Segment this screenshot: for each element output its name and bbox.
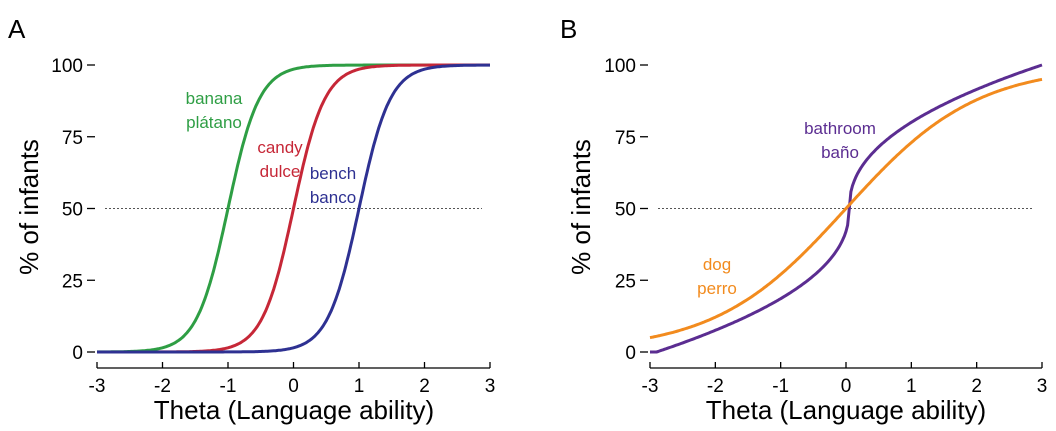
- y-axis-title: % of infants: [14, 139, 44, 275]
- x-tick-label: -3: [89, 376, 106, 397]
- series-label-bench: bench: [310, 164, 356, 183]
- x-axis-title: Theta (Language ability): [706, 395, 986, 425]
- y-tick-label: 50: [62, 200, 83, 221]
- x-axis-title: Theta (Language ability): [154, 395, 434, 425]
- y-tick-label: 75: [62, 128, 83, 149]
- panel-b: B % of infants Theta (Language ability) …: [560, 14, 1047, 425]
- y-tick-label: 50: [615, 200, 636, 221]
- series-line-candy: [97, 63, 490, 354]
- y-tick-label: 0: [625, 343, 636, 364]
- y-tick-label: 0: [72, 343, 83, 364]
- x-tick-label: -3: [642, 376, 659, 397]
- x-tick-label: -1: [220, 376, 237, 397]
- x-tick-label: 1: [354, 376, 365, 397]
- x-tick-label: -1: [772, 376, 789, 397]
- x-tick-label: 3: [485, 376, 496, 397]
- y-axis-title: % of infants: [566, 139, 596, 275]
- series-label-dog: dog: [703, 255, 731, 274]
- series-line-bathroom: [650, 63, 1043, 354]
- x-tick-label: 2: [419, 376, 430, 397]
- series-label-bathroom: baño: [821, 143, 859, 162]
- y-tick-label: 75: [615, 128, 636, 149]
- series-label-bathroom: bathroom: [804, 119, 876, 138]
- series-label-banana: banana: [186, 89, 243, 108]
- x-tick-label: 2: [971, 376, 982, 397]
- x-tick-label: -2: [707, 376, 724, 397]
- panel-letter: B: [560, 14, 577, 44]
- x-tick-label: 0: [841, 376, 852, 397]
- x-tick-label: 3: [1037, 376, 1048, 397]
- series-label-candy: candy: [257, 138, 303, 157]
- series-line-dog: [649, 77, 1043, 340]
- series-label-dog: perro: [697, 279, 737, 298]
- y-tick-label: 25: [615, 271, 636, 292]
- panel-a: A % of infants Theta (Language ability) …: [8, 14, 495, 425]
- y-tick-label: 100: [604, 56, 636, 77]
- series-label-banana: plátano: [186, 113, 242, 132]
- series-line-bench: [97, 63, 490, 354]
- series-label-bench: banco: [310, 188, 356, 207]
- y-tick-label: 100: [51, 56, 83, 77]
- x-tick-label: 1: [906, 376, 917, 397]
- series-label-candy: dulce: [260, 162, 301, 181]
- x-tick-label: 0: [288, 376, 299, 397]
- panel-letter: A: [8, 14, 26, 44]
- x-tick-label: -2: [154, 376, 171, 397]
- y-tick-label: 25: [62, 271, 83, 292]
